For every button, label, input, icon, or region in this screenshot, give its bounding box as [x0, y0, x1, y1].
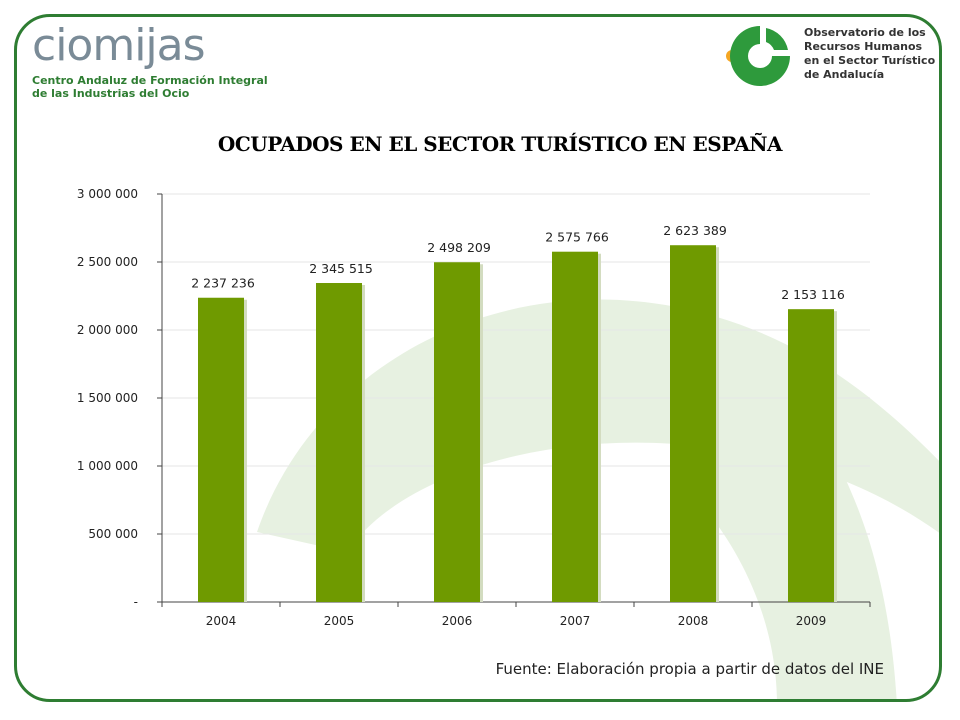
y-tick-label: 1 500 000	[77, 391, 138, 405]
brand-subtitle-line1: Centro Andaluz de Formación Integral	[32, 74, 268, 87]
y-tick-label: 2 500 000	[77, 255, 138, 269]
x-tick-label: 2007	[560, 614, 591, 628]
brand-subtitle-line2: de las Industrias del Ocio	[32, 87, 190, 100]
y-tick-label: 3 000 000	[77, 187, 138, 201]
brand-subtitle: Centro Andaluz de Formación Integral de …	[32, 74, 268, 100]
data-label: 2 575 766	[545, 230, 609, 245]
data-label: 2 237 236	[191, 276, 255, 291]
bar	[670, 245, 716, 602]
bar	[316, 283, 362, 602]
x-tick-label: 2004	[206, 614, 237, 628]
x-tick-label: 2005	[324, 614, 355, 628]
brand-name: ciomijas	[32, 20, 206, 71]
y-tick-label: 2 000 000	[77, 323, 138, 337]
y-tick-label: 500 000	[88, 527, 138, 541]
data-label: 2 623 389	[663, 223, 727, 238]
observatory-emblem-icon	[726, 26, 790, 86]
bar	[552, 251, 598, 602]
ciomijas-logo: ciomijas Centro Andaluz de Formación Int…	[32, 20, 268, 101]
x-tick-label: 2006	[442, 614, 473, 628]
bar	[434, 262, 480, 602]
x-tick-label: 2008	[678, 614, 709, 628]
x-tick-label: 2009	[796, 614, 827, 628]
source-note: Fuente: Elaboración propia a partir de d…	[495, 660, 884, 678]
observatory-text: Observatorio de los Recursos Humanos en …	[804, 26, 936, 81]
bar	[788, 309, 834, 602]
y-tick-label: 1 000 000	[77, 459, 138, 473]
data-label: 2 345 515	[309, 261, 373, 276]
bar	[198, 297, 244, 602]
y-tick-label: -	[134, 595, 138, 609]
data-label: 2 498 209	[427, 240, 491, 255]
data-label: 2 153 116	[781, 287, 845, 302]
observatory-logo: Observatorio de los Recursos Humanos en …	[720, 22, 940, 92]
chart-title: OCUPADOS EN EL SECTOR TURÍSTICO EN ESPAÑ…	[217, 132, 783, 156]
